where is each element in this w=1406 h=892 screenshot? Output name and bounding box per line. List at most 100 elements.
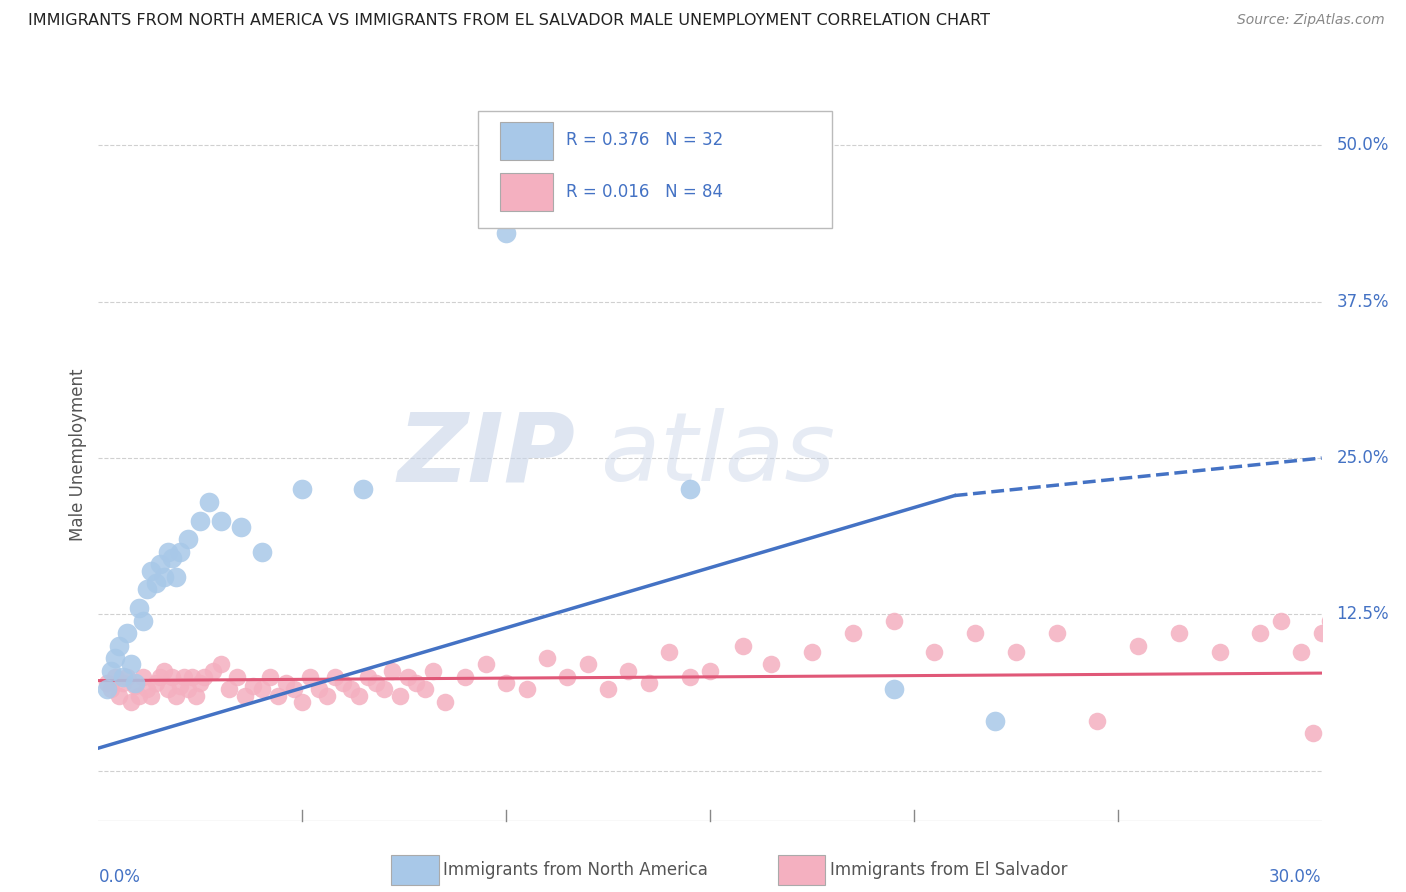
Point xyxy=(274,676,297,690)
Point xyxy=(474,657,498,672)
Point xyxy=(801,645,824,659)
Point xyxy=(413,682,436,697)
Text: 25.0%: 25.0% xyxy=(1336,449,1389,467)
Point xyxy=(340,682,363,697)
Point xyxy=(555,670,579,684)
Point xyxy=(422,664,444,678)
Point xyxy=(267,689,290,703)
Point xyxy=(291,695,314,709)
Point xyxy=(965,626,987,640)
Point xyxy=(108,689,131,703)
Point xyxy=(637,676,661,690)
Point xyxy=(104,670,127,684)
Point xyxy=(169,545,191,559)
Point xyxy=(373,682,395,697)
Point xyxy=(96,676,118,690)
Point xyxy=(173,670,195,684)
Point xyxy=(111,670,134,684)
Point xyxy=(1085,714,1108,728)
Text: R = 0.376   N = 32: R = 0.376 N = 32 xyxy=(565,131,723,149)
Point xyxy=(141,564,163,578)
Point xyxy=(96,682,118,697)
Point xyxy=(197,495,219,509)
Point xyxy=(156,682,179,697)
Point xyxy=(984,714,1007,728)
Point xyxy=(128,601,150,615)
FancyBboxPatch shape xyxy=(499,122,554,161)
Point xyxy=(132,614,155,628)
Point xyxy=(883,682,905,697)
Point xyxy=(349,689,371,703)
Point xyxy=(356,670,378,684)
Point xyxy=(576,657,599,672)
Point xyxy=(115,626,138,640)
Text: 12.5%: 12.5% xyxy=(1336,606,1389,624)
Point xyxy=(1004,645,1026,659)
Point xyxy=(396,670,419,684)
Point xyxy=(323,670,346,684)
Point xyxy=(364,676,387,690)
Point xyxy=(132,670,155,684)
Point xyxy=(679,483,702,497)
Point xyxy=(731,639,754,653)
Point xyxy=(299,670,322,684)
Point xyxy=(111,676,134,690)
Point xyxy=(120,695,142,709)
Point xyxy=(242,679,264,693)
Point xyxy=(149,558,172,572)
Point xyxy=(136,682,159,697)
Point xyxy=(1167,626,1189,640)
Text: 37.5%: 37.5% xyxy=(1336,293,1389,310)
Point xyxy=(291,483,314,497)
Point xyxy=(761,657,783,672)
Point xyxy=(115,670,138,684)
Point xyxy=(405,676,427,690)
Point xyxy=(308,682,330,697)
Point xyxy=(156,545,179,559)
Text: 0.0%: 0.0% xyxy=(98,868,141,886)
Point xyxy=(679,670,702,684)
Point xyxy=(233,689,256,703)
Point xyxy=(536,651,558,665)
Point xyxy=(1270,614,1292,628)
Point xyxy=(1302,726,1324,740)
Point xyxy=(188,514,212,528)
Point xyxy=(201,664,224,678)
Point xyxy=(495,226,517,240)
Point xyxy=(381,664,404,678)
Point xyxy=(186,689,208,703)
Point xyxy=(209,657,232,672)
Point xyxy=(165,570,187,584)
Point xyxy=(352,483,374,497)
Point xyxy=(250,545,273,559)
Point xyxy=(100,664,122,678)
Point xyxy=(177,533,200,547)
FancyBboxPatch shape xyxy=(478,112,832,228)
Point xyxy=(218,682,240,697)
Point xyxy=(177,682,200,697)
Point xyxy=(128,689,150,703)
Point xyxy=(883,614,905,628)
Point xyxy=(922,645,945,659)
Point xyxy=(259,670,281,684)
Text: 50.0%: 50.0% xyxy=(1336,136,1389,154)
Point xyxy=(389,689,412,703)
Point xyxy=(145,576,167,591)
Point xyxy=(160,670,183,684)
Point xyxy=(576,201,599,215)
Point xyxy=(250,682,273,697)
Point xyxy=(145,676,167,690)
Point xyxy=(124,679,146,693)
Point xyxy=(160,551,183,566)
Point xyxy=(120,657,142,672)
Point xyxy=(315,689,337,703)
Point xyxy=(1291,645,1313,659)
Point xyxy=(434,695,457,709)
Point xyxy=(454,670,477,684)
Point xyxy=(108,639,131,653)
Text: Immigrants from El Salvador: Immigrants from El Salvador xyxy=(830,861,1067,879)
Point xyxy=(209,514,232,528)
Point xyxy=(136,582,159,597)
Point xyxy=(104,651,127,665)
Point xyxy=(169,679,191,693)
